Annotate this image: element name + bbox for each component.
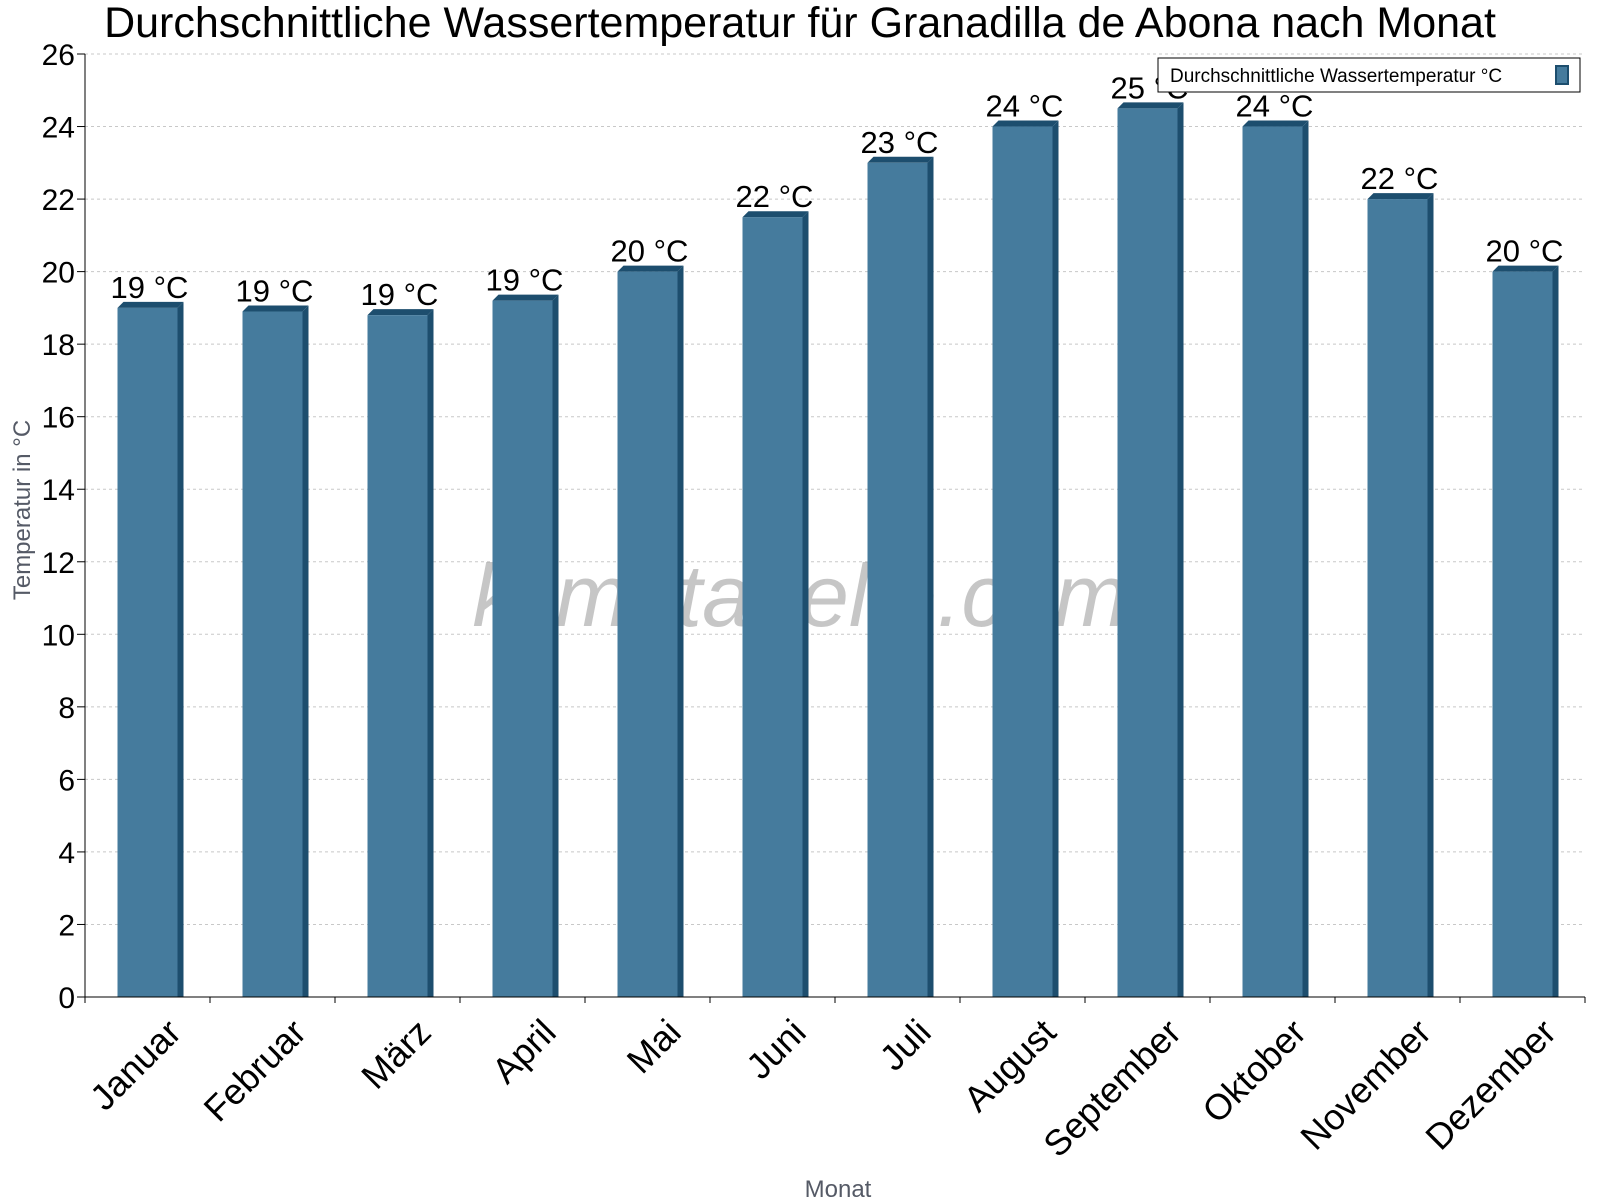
x-tick-label: Oktober <box>1194 1011 1314 1131</box>
data-label: 19 °C <box>486 263 564 298</box>
bar-side <box>1427 193 1434 998</box>
legend: Durchschnittliche Wassertemperatur °C <box>1157 57 1581 93</box>
bar-front <box>1367 199 1428 998</box>
bar-side <box>552 294 559 998</box>
x-tick-label: November <box>1292 1011 1438 1157</box>
bar-top <box>117 301 184 308</box>
bar-top <box>1117 102 1184 109</box>
x-tick-label: März <box>353 1011 439 1097</box>
chart-title: Durchschnittliche Wassertemperatur für G… <box>104 0 1496 47</box>
bar-märz <box>367 309 434 998</box>
data-label: 20 °C <box>1486 234 1564 269</box>
x-tick-label: September <box>1035 1011 1189 1165</box>
bar-front <box>492 300 553 998</box>
bar-front <box>992 126 1053 998</box>
bar-side <box>1177 102 1184 997</box>
y-tick-label: 6 <box>58 764 75 797</box>
legend-label: Durchschnittliche Wassertemperatur °C <box>1170 66 1502 87</box>
bar-top <box>367 309 434 316</box>
bar-top <box>1242 120 1309 127</box>
bar-side <box>427 309 434 998</box>
y-tick-label: 10 <box>42 619 75 652</box>
x-tick-label: Juni <box>738 1011 814 1087</box>
bar-front <box>1117 108 1178 997</box>
x-tick-label: Januar <box>82 1011 189 1118</box>
bar-front <box>367 315 428 998</box>
bar-side <box>677 265 684 998</box>
y-tick-label: 0 <box>58 982 75 1015</box>
legend-box <box>1157 57 1581 93</box>
y-tick-label: 20 <box>42 257 75 290</box>
data-label: 23 °C <box>861 125 939 160</box>
bar-top <box>1492 265 1559 272</box>
grid-lines <box>85 53 1585 925</box>
bar-front <box>1492 271 1553 998</box>
data-label: 24 °C <box>1236 89 1314 124</box>
y-tick-label: 22 <box>42 184 75 217</box>
bar-oktober <box>1242 120 1309 998</box>
data-label: 22 °C <box>1361 161 1439 196</box>
y-tick-label: 4 <box>58 837 75 870</box>
x-tick-label: April <box>484 1011 564 1091</box>
bar-top <box>1367 193 1434 200</box>
y-tick-label: 14 <box>42 474 75 507</box>
bar-august <box>992 120 1059 998</box>
y-axis-title: Temperatur in °C <box>9 420 36 600</box>
bar-juni <box>742 211 809 997</box>
bar-side <box>1302 120 1309 998</box>
y-tick-label: 16 <box>42 402 75 435</box>
data-label: 20 °C <box>611 234 689 269</box>
bar-top <box>492 294 559 301</box>
y-tick-label: 12 <box>42 547 75 580</box>
bar-front <box>742 217 803 997</box>
bar-juli <box>867 156 934 998</box>
axes <box>77 53 1586 1003</box>
data-label: 19 °C <box>361 277 439 312</box>
bar-side <box>302 305 309 997</box>
bar-front <box>1242 126 1303 998</box>
x-tick-label: Februar <box>196 1011 314 1129</box>
data-labels: 19 °C 19 °C 19 °C 19 °C 20 °C 22 °C 23 °C 24 °C… <box>111 70 1564 312</box>
x-tick-label: Mai <box>619 1011 689 1081</box>
bar-front <box>867 162 928 998</box>
bars <box>117 102 1559 998</box>
bar-side <box>927 156 934 998</box>
data-label: 19 °C <box>111 270 189 305</box>
bar-april <box>492 294 559 998</box>
bar-front <box>117 307 178 997</box>
bar-side <box>177 301 184 997</box>
bar-top <box>242 305 309 312</box>
bar-side <box>1552 265 1559 998</box>
x-tick-label: Dezember <box>1417 1011 1563 1157</box>
bar-september <box>1117 102 1184 997</box>
bar-side <box>802 211 809 997</box>
bar-top <box>617 265 684 272</box>
y-tick-label: 2 <box>58 909 75 942</box>
data-label: 22 °C <box>736 179 814 214</box>
x-tick-label: Juli <box>872 1011 939 1078</box>
bar-side <box>1052 120 1059 998</box>
y-tick-label: 26 <box>42 39 75 72</box>
y-tick-label: 18 <box>42 329 75 362</box>
x-axis-title: Monat <box>805 1176 872 1200</box>
bar-front <box>242 311 303 997</box>
bar-februar <box>242 305 309 997</box>
y-tick-label: 8 <box>58 692 75 725</box>
bar-top <box>992 120 1059 127</box>
data-label: 24 °C <box>986 89 1064 124</box>
bar-januar <box>117 301 184 997</box>
bar-front <box>617 271 678 998</box>
x-tick-label: August <box>955 1011 1063 1119</box>
legend-swatch <box>1555 65 1569 85</box>
bar-top <box>742 211 809 218</box>
data-label: 19 °C <box>236 274 314 309</box>
bar-mai <box>617 265 684 998</box>
y-tick-label: 24 <box>42 112 75 145</box>
bar-dezember <box>1492 265 1559 998</box>
bar-november <box>1367 193 1434 998</box>
bar-top <box>867 156 934 163</box>
